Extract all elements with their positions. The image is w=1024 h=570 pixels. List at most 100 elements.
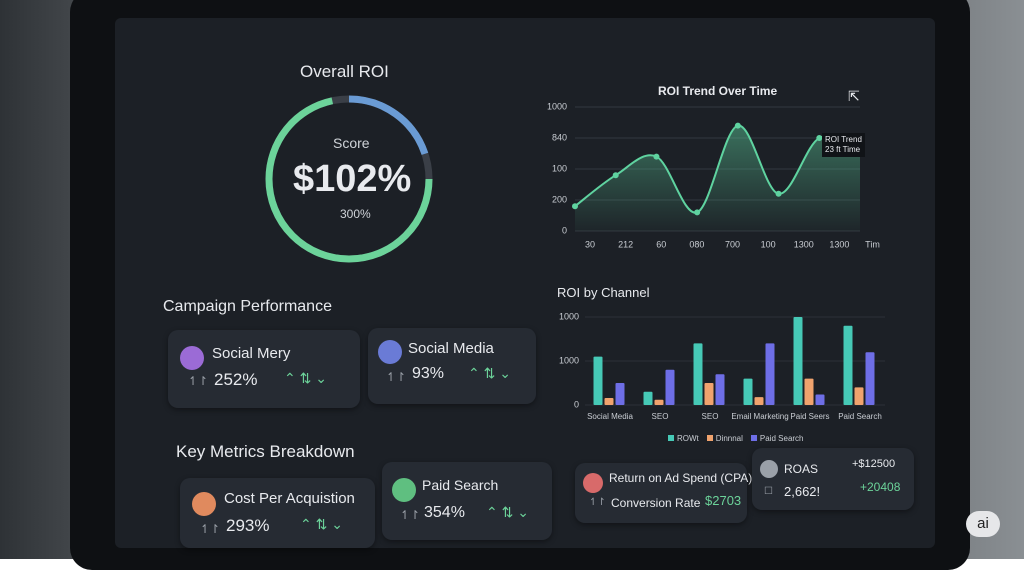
card-icon: [378, 340, 402, 364]
y-tick-label: 0: [562, 225, 567, 235]
card-arrow: ↿↾: [200, 522, 220, 536]
bar: [766, 343, 775, 405]
line-point: [572, 203, 578, 209]
x-tick-label: 212: [618, 239, 633, 249]
x-tick-label: Paid Search: [838, 412, 882, 421]
card-value: 293%: [226, 516, 269, 536]
x-tick-label: 60: [656, 239, 666, 249]
x-tick-label: SEO: [702, 412, 719, 421]
legend-label: Dinnnal: [716, 434, 743, 443]
y-tick-label: 1000: [547, 101, 567, 111]
line-point: [776, 191, 782, 197]
x-tick-label: Email Marketing: [731, 412, 788, 421]
y-tick-label: 1000: [559, 355, 579, 365]
y-tick-label: 200: [552, 194, 567, 204]
bar: [716, 374, 725, 405]
y-tick-label: 840: [552, 132, 567, 142]
card-name: Social Media: [408, 340, 494, 357]
line-point: [613, 172, 619, 178]
card-trend: ⌃ ⇅ ⌄: [284, 370, 327, 387]
card-icon: [583, 473, 603, 493]
donut-sub: 300%: [340, 207, 371, 221]
bar: [816, 394, 825, 405]
card-arrow: ↿↾: [589, 497, 606, 508]
bar: [605, 398, 614, 405]
card-icon: [192, 492, 216, 516]
card-name: Return on Ad Spend (CPA): [609, 471, 752, 485]
x-tick-label: 100: [761, 239, 776, 249]
bar: [705, 383, 714, 405]
campaign-card[interactable]: Social Media ↿↾ 93% ⌃ ⇅ ⌄: [368, 328, 536, 404]
legend: ROWt Dinnnal Paid Search: [668, 434, 804, 443]
card-trend: ⌃ ⇅ ⌄: [468, 365, 511, 382]
legend-swatch: [707, 435, 713, 441]
card-icon: [760, 460, 778, 478]
bar: [594, 357, 603, 405]
x-tick-label: Time: [865, 239, 880, 249]
card-name: Cost Per Acquistion: [224, 490, 355, 507]
bar-title: ROI by Channel: [557, 285, 650, 300]
card-bottom-right: +20408: [860, 480, 900, 494]
bar: [855, 387, 864, 405]
y-tick-label: 0: [574, 399, 579, 409]
campaign-title: Campaign Performance: [163, 298, 332, 316]
legend-swatch: [751, 435, 757, 441]
card-icon: [392, 478, 416, 502]
tooltip-sub: 23 ft Time: [825, 145, 860, 154]
bar: [844, 326, 853, 405]
card-trend: ⌃ ⇅ ⌄: [300, 516, 343, 533]
card-arrow: ↿↾: [188, 374, 208, 388]
bar: [866, 352, 875, 405]
card-arrow: ↿↾: [386, 370, 406, 384]
campaign-card[interactable]: Social Mery ↿↾ 252% ⌃ ⇅ ⌄: [168, 330, 360, 408]
tooltip-label: ROI Trend: [825, 135, 862, 144]
x-tick-label: 1300: [829, 239, 849, 249]
donut-title: Overall ROI: [300, 62, 389, 82]
ai-badge[interactable]: ai: [966, 511, 1000, 537]
x-tick-label: Paid Seers: [790, 412, 829, 421]
card-value: 2,662!: [784, 484, 820, 499]
x-tick-label: 30: [585, 239, 595, 249]
donut-caption: Score: [333, 135, 370, 151]
roas-card[interactable]: ROAS +$12500 ☐ 2,662! +20408: [752, 448, 914, 510]
x-tick-label: Social Media: [587, 412, 633, 421]
metric-card[interactable]: Cost Per Acquistion ↿↾ 293% ⌃ ⇅ ⌄: [180, 478, 375, 548]
line-point: [735, 123, 741, 129]
y-tick-label: 1000: [559, 311, 579, 321]
card-value: 354%: [424, 504, 465, 522]
card-value: $2703: [705, 493, 741, 508]
bar-chart: 1000 1000 0 Social Media SEO SEO Email Marketi…: [545, 305, 895, 430]
legend-swatch: [668, 435, 674, 441]
card-checkbox: ☐: [764, 486, 773, 497]
card-label: Conversion Rate: [611, 496, 700, 510]
bar: [666, 370, 675, 405]
bar: [616, 383, 625, 405]
metric-card[interactable]: Paid Search ↿↾ 354% ⌃ ⇅ ⌄: [382, 462, 552, 540]
x-tick-label: 700: [725, 239, 740, 249]
card-value: 252%: [214, 370, 257, 390]
roas-card[interactable]: Return on Ad Spend (CPA) ↿↾ Conversion R…: [575, 463, 747, 523]
x-tick-label: SEO: [652, 412, 669, 421]
line-point: [653, 154, 659, 160]
legend-label: Paid Search: [760, 434, 804, 443]
legend-item: ROWt: [668, 434, 699, 443]
line-point: [694, 209, 700, 215]
bar: [755, 397, 764, 405]
card-arrow: ↿↾: [400, 508, 420, 522]
bar: [694, 343, 703, 405]
x-tick-label: 080: [689, 239, 704, 249]
bar: [744, 379, 753, 405]
line-area: [575, 125, 860, 231]
card-name: Paid Search: [422, 477, 498, 493]
bar: [805, 379, 814, 405]
bar: [794, 317, 803, 405]
y-tick-label: 100: [552, 163, 567, 173]
card-name: Social Mery: [212, 345, 290, 362]
legend-label: ROWt: [677, 434, 699, 443]
metrics-title: Key Metrics Breakdown: [176, 442, 355, 462]
bar: [655, 400, 664, 405]
card-trend: ⌃ ⇅ ⌄: [486, 504, 529, 521]
